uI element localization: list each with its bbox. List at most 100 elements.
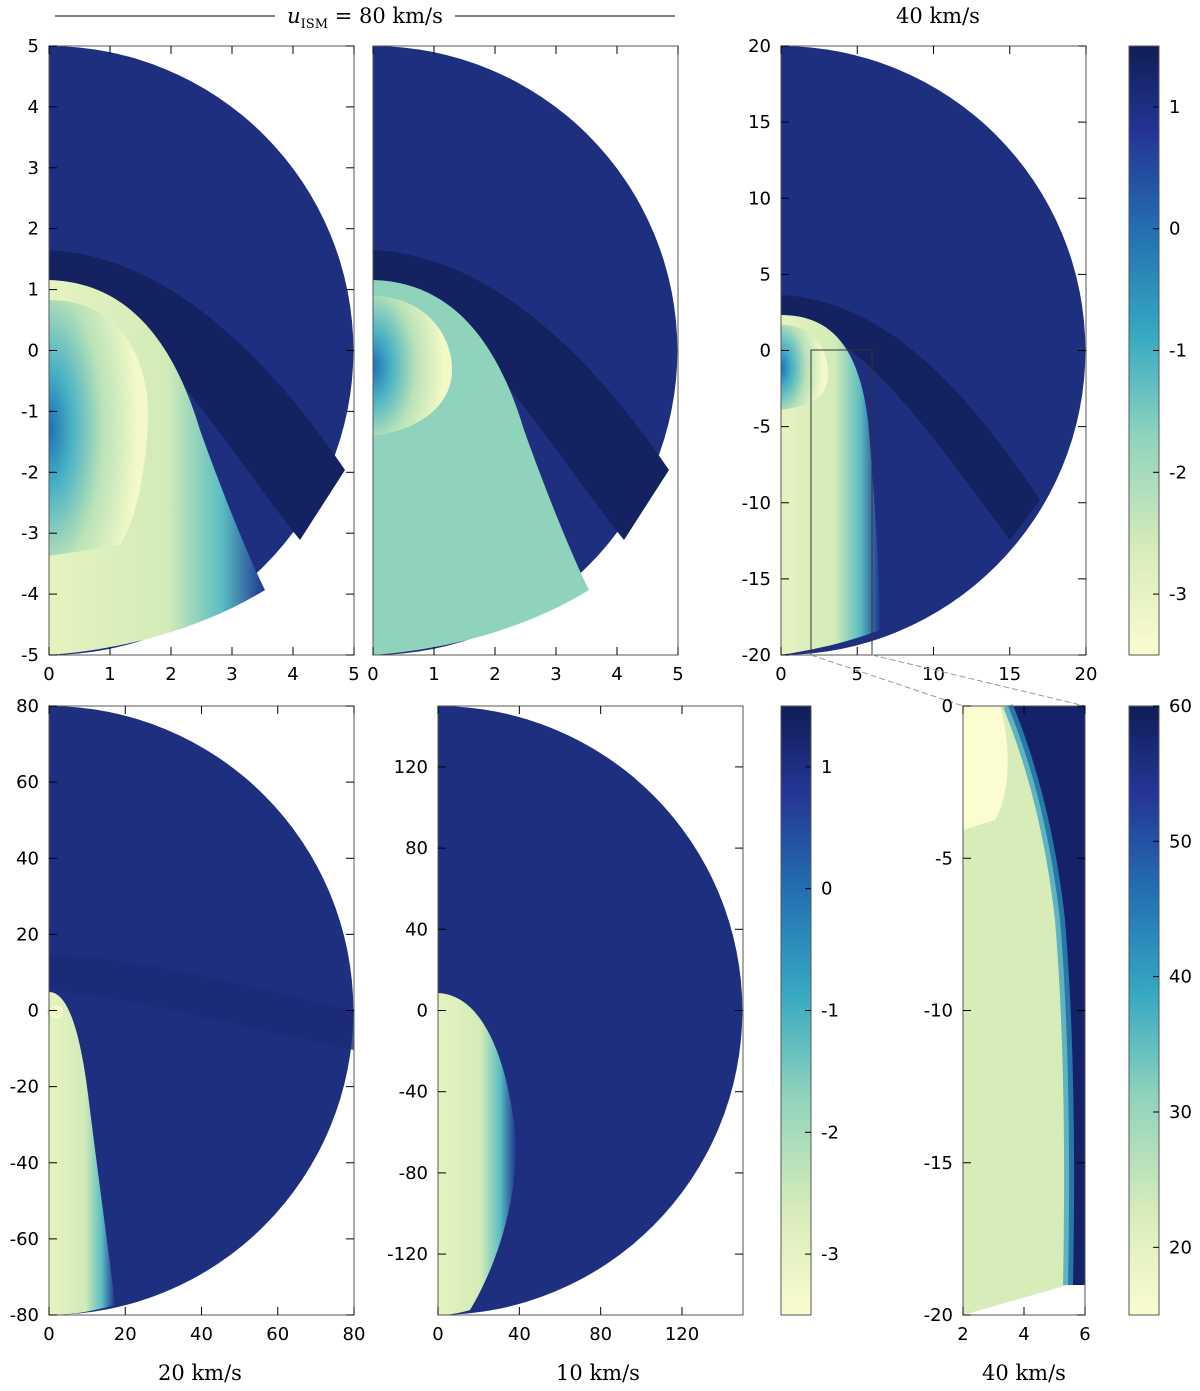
p4-xtick-label: 60 — [266, 1324, 289, 1345]
panel-1-ticks: 0 1 2 3 4 5 -5 -4 -3 -2 -1 0 1 2 3 4 5 — [21, 36, 360, 685]
panel-4-core — [47, 1003, 65, 1021]
p1-xtick-label: 3 — [226, 664, 237, 685]
p1-ytick-label: 3 — [28, 158, 39, 179]
p6-ytick-label: -15 — [924, 1153, 953, 1174]
p2-xtick-label: 0 — [367, 664, 378, 685]
p4-ytick-label: 80 — [16, 696, 39, 717]
p1-ytick-label: -5 — [21, 645, 39, 666]
panel-2-shock-shell — [373, 250, 669, 540]
p1-xtick-label: 2 — [165, 664, 176, 685]
p3-ytick-label: -5 — [753, 417, 771, 438]
p3-ytick-label: 5 — [760, 264, 771, 285]
p5-ytick-label: -40 — [399, 1082, 428, 1103]
cb_mid-tick-label: -3 — [821, 1244, 839, 1265]
panel-6-core — [963, 706, 1008, 830]
p1-xtick-label: 1 — [104, 664, 115, 685]
p6-ytick-label: 0 — [942, 696, 953, 717]
p6-ytick-label: -5 — [935, 848, 953, 869]
cb_right-tick-label: 40 — [1169, 967, 1192, 988]
p3-ytick-label: -20 — [742, 645, 771, 666]
p2-xtick-label: 5 — [672, 664, 683, 685]
panel-6: 2 4 6 -20 -15 -10 -5 0 — [924, 696, 1091, 1345]
p3-ytick-label: 20 — [748, 36, 771, 57]
p1-xtick-label: 5 — [348, 664, 359, 685]
colorbar-right-ticks: 20 30 40 50 60 — [1153, 696, 1192, 1258]
p3-ytick-label: -15 — [742, 569, 771, 590]
p2-xtick-label: 4 — [611, 664, 622, 685]
panel-3-inner — [781, 325, 828, 410]
p5-xtick-label: 120 — [665, 1324, 699, 1345]
p1-xtick-label: 4 — [287, 664, 298, 685]
cb_top-tick-label: -2 — [1169, 462, 1187, 483]
p4-ytick-label: 60 — [16, 772, 39, 793]
colorbar-middle-ticks: -3 -2 -1 0 1 — [805, 757, 839, 1265]
p1-ytick-label: -2 — [21, 462, 39, 483]
p4-ytick-label: -60 — [10, 1229, 39, 1250]
p6-xtick-label: 2 — [957, 1324, 968, 1345]
panel-6-ticks: 2 4 6 -20 -15 -10 -5 0 — [924, 696, 1091, 1345]
panel-4-wake — [49, 992, 115, 1315]
panel-5: 0 40 80 120 -120 -80 -40 0 40 80 120 — [387, 705, 744, 1345]
p4-ytick-label: 0 — [28, 1001, 39, 1022]
p4-ytick-label: 20 — [16, 924, 39, 945]
panel-1: 0 1 2 3 4 5 -5 -4 -3 -2 -1 0 1 2 3 4 5 — [21, 36, 360, 685]
p1-ytick-label: 1 — [28, 280, 39, 301]
label-bottom-left: 20 km/s — [158, 1361, 242, 1385]
p3-ytick-label: -10 — [742, 493, 771, 514]
figure-header: uISM = 80 km/s 40 km/s — [55, 4, 980, 32]
label-bottom-mid: 10 km/s — [556, 1361, 640, 1385]
cb_right-tick-label: 20 — [1169, 1237, 1192, 1258]
cb_mid-tick-label: -1 — [821, 1001, 839, 1022]
panel-3-shock-shell — [781, 295, 1040, 540]
p1-xtick-label: 0 — [43, 664, 54, 685]
cb_right-tick-label: 30 — [1169, 1102, 1192, 1123]
panel-3: 0 5 10 15 20 -20 -15 -10 -5 0 5 10 15 20 — [742, 36, 1098, 685]
p3-xtick-label: 20 — [1075, 664, 1098, 685]
p6-xtick-label: 4 — [1018, 1324, 1029, 1345]
panel-4: 0 20 40 60 80 -80 -60 -40 -20 0 20 40 60 80 — [10, 696, 366, 1345]
p1-ytick-label: -3 — [21, 523, 39, 544]
p1-ytick-label: 4 — [28, 97, 39, 118]
cb_top-tick-label: -1 — [1169, 341, 1187, 362]
panel-1-shock-shell — [49, 250, 345, 540]
p5-ytick-label: -80 — [399, 1163, 428, 1184]
cb_mid-tick-label: 0 — [821, 879, 832, 900]
p2-xtick-label: 2 — [489, 664, 500, 685]
colorbar-right: 20 30 40 50 60 — [1128, 696, 1192, 1316]
panel-2-ticks: 0 1 2 3 4 5 — [367, 46, 684, 685]
p6-xtick-label: 6 — [1079, 1324, 1090, 1345]
cb_mid-tick-label: -2 — [821, 1122, 839, 1143]
p4-ytick-label: -40 — [10, 1153, 39, 1174]
p3-ytick-label: 0 — [760, 341, 771, 362]
p1-ytick-label: 2 — [28, 219, 39, 240]
p6-ytick-label: -20 — [924, 1305, 953, 1326]
panel-4-shell — [49, 955, 354, 1050]
panel-6-shock — [1008, 706, 1085, 1285]
p4-xtick-label: 20 — [114, 1324, 137, 1345]
header-right-label: 40 km/s — [896, 4, 980, 28]
p4-xtick-label: 0 — [43, 1324, 54, 1345]
colorbar-top: -3 -2 -1 0 1 — [1128, 45, 1187, 656]
p1-ytick-label: 5 — [28, 36, 39, 57]
panel-6-edge — [1003, 704, 1075, 1286]
p5-xtick-label: 40 — [508, 1324, 531, 1345]
p4-ytick-label: -20 — [10, 1077, 39, 1098]
panel-5-wake — [438, 993, 516, 1315]
colorbar-middle: -3 -2 -1 0 1 — [780, 705, 839, 1316]
p5-xtick-label: 80 — [589, 1324, 612, 1345]
p4-xtick-label: 80 — [343, 1324, 366, 1345]
p4-xtick-label: 40 — [190, 1324, 213, 1345]
cb_right-tick-label: 50 — [1169, 831, 1192, 852]
colorbar-top-ticks: -3 -2 -1 0 1 — [1153, 97, 1187, 605]
p2-xtick-label: 1 — [428, 664, 439, 685]
cb_mid-tick-label: 1 — [821, 757, 832, 778]
p5-ytick-label: 40 — [405, 919, 428, 940]
header-speed-label: uISM = 80 km/s — [287, 4, 443, 32]
p4-ytick-label: 40 — [16, 848, 39, 869]
p5-ytick-label: 0 — [417, 1001, 428, 1022]
p3-xtick-label: 5 — [852, 664, 863, 685]
panel-5-ticks: 0 40 80 120 -120 -80 -40 0 40 80 120 — [387, 706, 743, 1345]
p1-ytick-label: -1 — [21, 401, 39, 422]
cb_right-tick-label: 60 — [1169, 696, 1192, 717]
zoom-connectors — [810, 654, 1086, 707]
